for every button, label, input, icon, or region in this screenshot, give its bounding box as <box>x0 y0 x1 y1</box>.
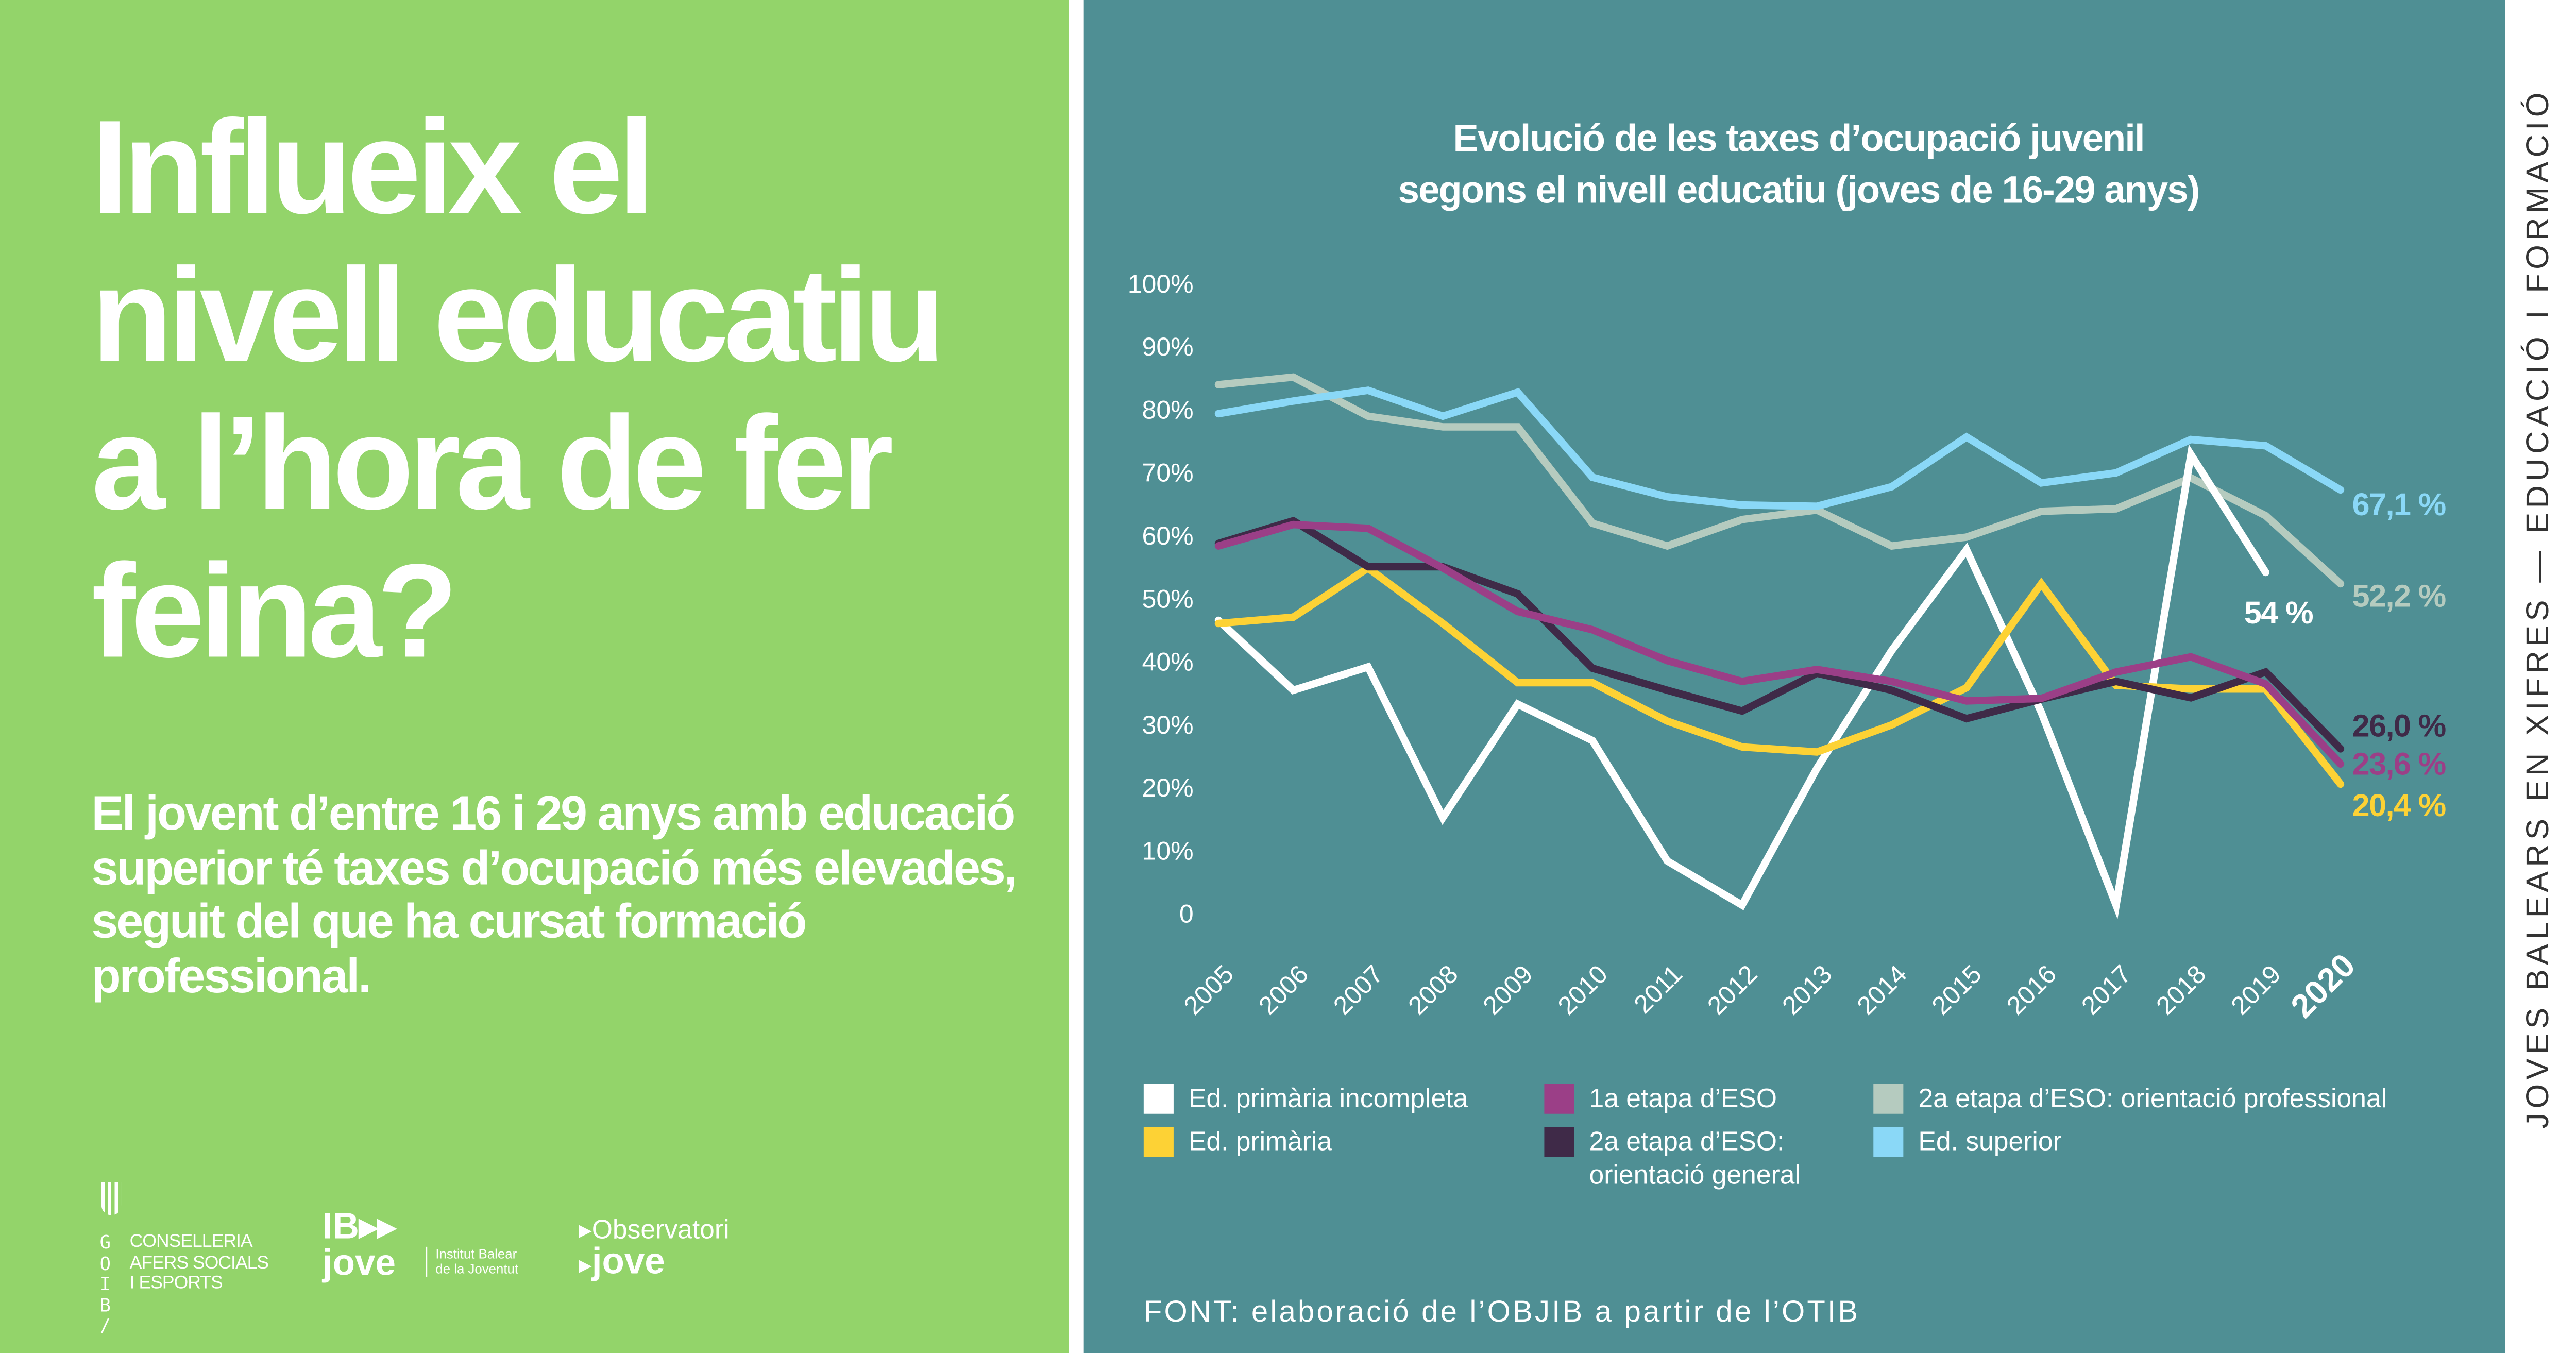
legend-label: 2a etapa d’ESO: orientació general <box>1589 1128 1801 1191</box>
headline-line: nivell educatiu <box>91 241 945 390</box>
ibjove-subtitle: Institut Balear de la Joventut <box>425 1246 519 1277</box>
x-tick-label: 2018 <box>2150 959 2211 1020</box>
series-line <box>1214 386 2345 510</box>
observatori-logo: ▸Observatori ▸jove <box>578 1216 730 1282</box>
legend-item: 2a etapa d’ESO: orientació general <box>1544 1127 1860 1194</box>
end-value-label: 67,1 % <box>2352 487 2445 522</box>
x-tick-label: 2005 <box>1178 959 1239 1020</box>
legend-label: Ed. primària incompleta <box>1188 1085 1468 1114</box>
legend-swatch <box>1544 1084 1574 1114</box>
headline-line: feina? <box>91 537 458 685</box>
legend-column: 1a etapa d’ESO 2a etapa d’ESO: orientaci… <box>1544 1084 1860 1204</box>
legend-swatch <box>1143 1084 1174 1114</box>
legend-label: Ed. superior <box>1918 1128 2062 1157</box>
source-note: FONT: elaboració de l’OBJIB a partir de … <box>1143 1295 1860 1328</box>
legend-swatch <box>1873 1084 1904 1114</box>
conselleria-line: AFERS SOCIALS <box>129 1253 269 1273</box>
conselleria-line: I ESPORTS <box>129 1273 223 1294</box>
x-tick-label: 2013 <box>1776 959 1837 1020</box>
headline: Influeix el nivell educatiu a l’hora de … <box>91 93 945 685</box>
x-tick-label: 2017 <box>2076 959 2137 1020</box>
goib-letter: / <box>99 1315 111 1337</box>
legend-item: Ed. primària <box>1143 1127 1468 1161</box>
ibjove-subtitle-line: Institut Balear <box>435 1246 517 1262</box>
y-tick-label: 30% <box>1142 711 1194 739</box>
legend-item: 1a etapa d’ESO <box>1544 1084 1860 1118</box>
conselleria-text: CONSELLERIA AFERS SOCIALS I ESPORTS <box>129 1231 269 1294</box>
series-line <box>1214 444 2269 920</box>
x-tick-label: 2009 <box>1478 959 1538 1020</box>
headline-line: a l’hora de fer <box>91 389 893 537</box>
goib-letter: B <box>99 1294 111 1316</box>
x-tick-label: 2014 <box>1852 959 1912 1020</box>
legend-swatch <box>1873 1127 1904 1157</box>
series-line <box>1214 516 2345 753</box>
side-caption: JOVES BALEARS EN XIFRES — EDUCACIÓ I FOR… <box>2521 88 2557 1129</box>
goib-logo: G O I B / <box>99 1231 116 1338</box>
ibjove-word: jove <box>322 1242 396 1283</box>
y-tick-label: 90% <box>1142 332 1194 361</box>
y-tick-label: 70% <box>1142 459 1194 487</box>
end-value-label: 54 % <box>2244 595 2313 630</box>
end-value-label: 23,6 % <box>2352 747 2445 782</box>
y-tick-label: 40% <box>1142 648 1194 676</box>
x-tick-label: 2008 <box>1402 959 1463 1020</box>
goib-letter: G <box>99 1231 111 1254</box>
end-value-label: 20,4 % <box>2352 788 2445 823</box>
x-tick-label: 2006 <box>1253 959 1314 1020</box>
legend-label: Ed. primària <box>1188 1128 1332 1157</box>
chart-title-line: segons el nivell educatiu (joves de 16-2… <box>1398 167 2200 211</box>
x-tick-label: 2019 <box>2226 959 2286 1020</box>
goib-emblem-icon <box>101 1182 122 1215</box>
x-tick-label: 2011 <box>1629 959 1688 1019</box>
y-tick-label: 20% <box>1142 773 1194 802</box>
legend-item: Ed. superior <box>1873 1127 2387 1161</box>
legend-item: Ed. primària incompleta <box>1143 1084 1468 1118</box>
x-tick-label: 2012 <box>1702 959 1762 1020</box>
end-value-label: 52,2 % <box>2352 579 2445 614</box>
ibjove-mark: IB▸▸ <box>322 1205 396 1247</box>
y-tick-label: 60% <box>1142 521 1194 550</box>
series-line <box>1214 373 2345 588</box>
y-tick-label: 0 <box>1179 900 1194 928</box>
x-tick-label: 2015 <box>1926 959 1987 1020</box>
ibjove-logo: IB▸▸ jove <box>322 1205 396 1283</box>
chart-title-line: Evolució de les taxes d’ocupació juvenil <box>1453 116 2145 160</box>
observatori-word: Observatori <box>591 1216 730 1245</box>
ibjove-subtitle-line: de la Joventut <box>435 1261 519 1277</box>
y-tick-label: 100% <box>1128 269 1194 298</box>
x-tick-label: 2016 <box>2001 959 2062 1020</box>
end-value-label: 26,0 % <box>2352 708 2445 743</box>
goib-letter: I <box>99 1273 111 1295</box>
y-tick-label: 50% <box>1142 584 1194 613</box>
legend-label: 2a etapa d’ESO: orientació professional <box>1918 1085 2387 1114</box>
legend-swatch <box>1143 1127 1174 1157</box>
legend-label: 1a etapa d’ESO <box>1589 1085 1777 1114</box>
x-tick-label: 2010 <box>1552 959 1613 1020</box>
legend-item: 2a etapa d’ESO: orientació professional <box>1873 1084 2387 1118</box>
legend-column: Ed. primària incompleta Ed. primària <box>1143 1084 1468 1171</box>
x-tick-label: 2020 <box>2284 946 2362 1025</box>
x-tick-label: 2007 <box>1328 959 1388 1020</box>
series-line <box>1214 520 2345 768</box>
left-panel <box>0 0 1069 1353</box>
y-tick-label: 10% <box>1142 836 1194 865</box>
legend-swatch <box>1544 1127 1574 1157</box>
conselleria-line: CONSELLERIA <box>129 1231 253 1252</box>
subtitle: El jovent d’entre 16 i 29 anys amb educa… <box>91 788 1017 1004</box>
observatori-jove: jove <box>591 1240 665 1282</box>
goib-letter: O <box>99 1253 111 1275</box>
y-tick-label: 80% <box>1142 395 1194 424</box>
headline-line: Influeix el <box>91 93 655 241</box>
chart-title: Evolució de les taxes d’ocupació juvenil… <box>1084 113 2514 216</box>
legend-column: 2a etapa d’ESO: orientació professional … <box>1873 1084 2387 1171</box>
